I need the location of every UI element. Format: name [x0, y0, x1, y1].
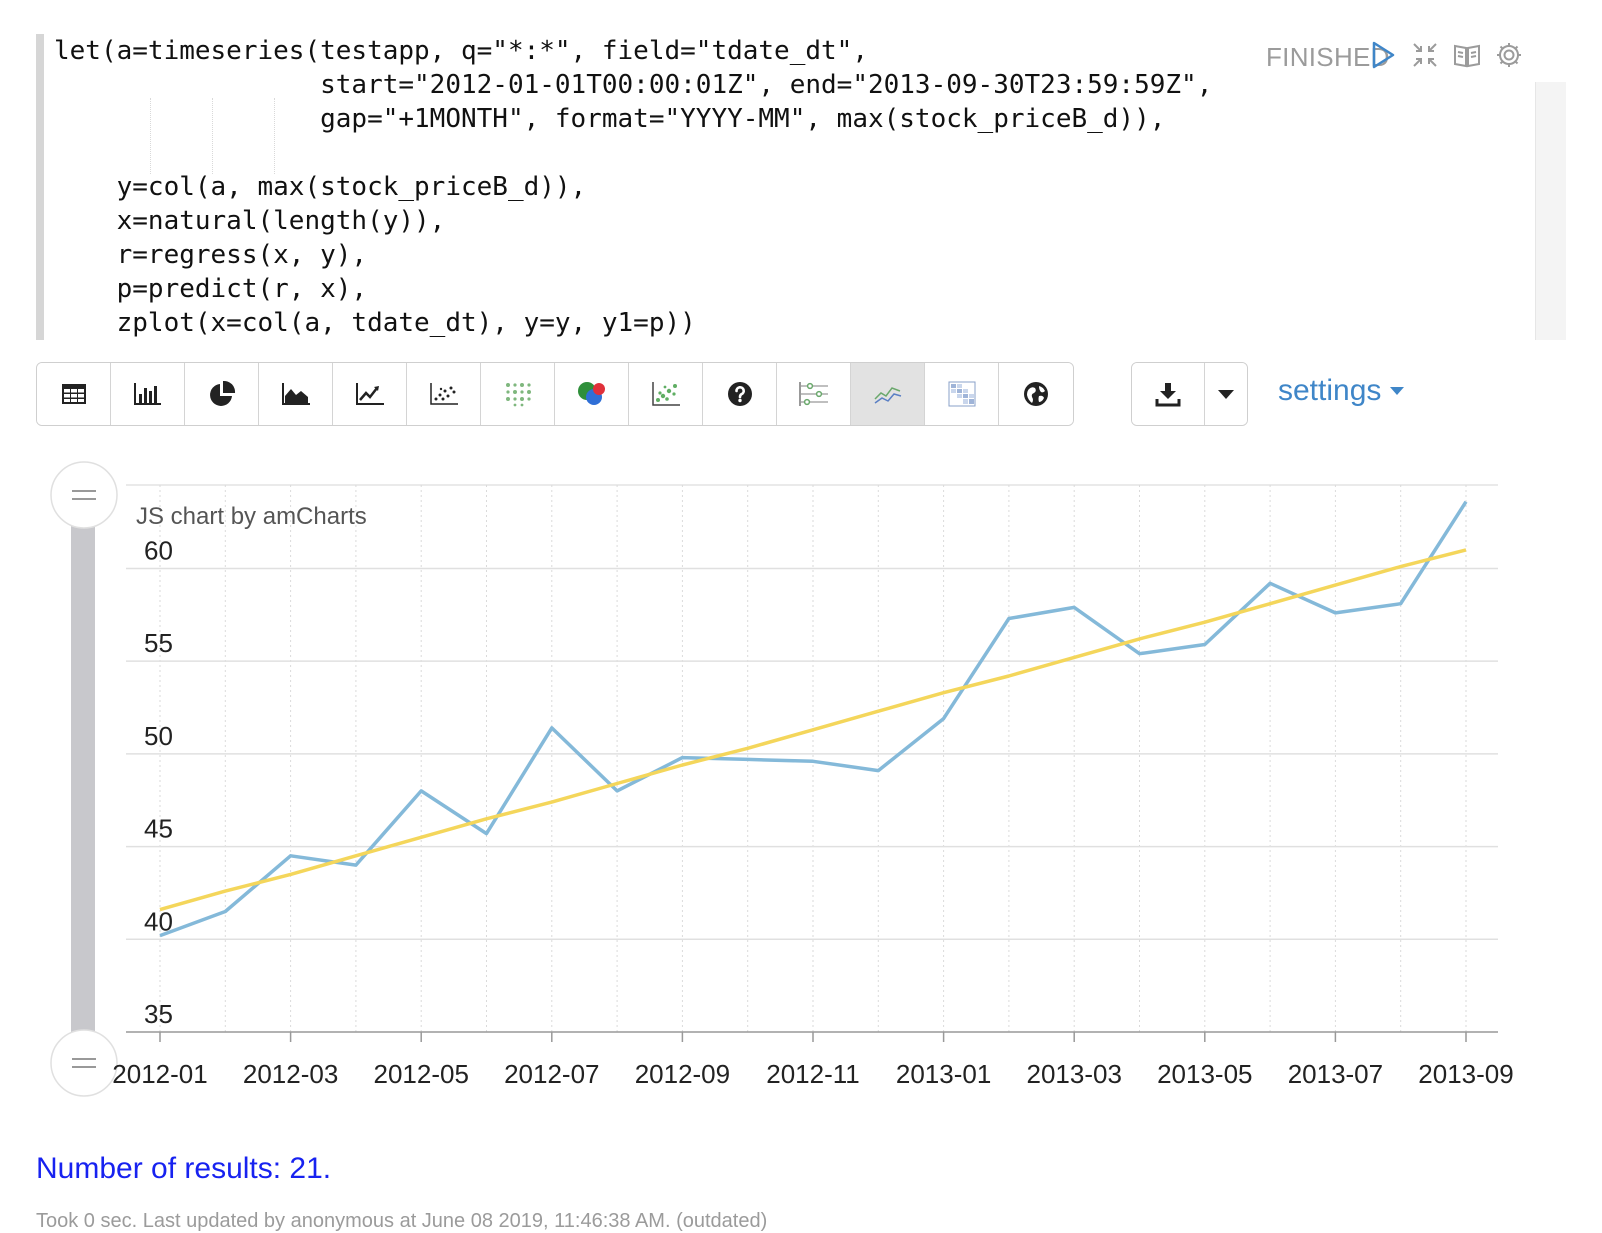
- line-chart-icon[interactable]: [333, 363, 407, 425]
- run-icon[interactable]: [1366, 38, 1400, 72]
- line-chart: JS chart by amCharts 35 40 45 50 55 60 2012-0…: [0, 440, 1602, 1120]
- download-group: [1131, 362, 1248, 426]
- chart-scrollbar-track[interactable]: [71, 495, 95, 1035]
- y-tick-label: 45: [144, 814, 173, 844]
- code-line: [54, 136, 1212, 170]
- download-icon[interactable]: [1132, 363, 1205, 425]
- status-footer: Took 0 sec. Last updated by anonymous at…: [36, 1210, 768, 1232]
- editor-scrollbar[interactable]: [1535, 82, 1566, 340]
- pie-chart-icon[interactable]: [185, 363, 259, 425]
- series-line-y1[interactable]: [159, 548, 1467, 912]
- code-text[interactable]: let(a=timeseries(testapp, q="*:*", field…: [54, 34, 1212, 340]
- caret-down-icon: [1390, 387, 1405, 395]
- code-line: start="2012-01-01T00:00:01Z", end="2013-…: [54, 70, 1213, 100]
- help-icon[interactable]: [703, 363, 777, 425]
- area-chart-icon[interactable]: [259, 363, 333, 425]
- x-tick-label: 2012-11: [766, 1059, 860, 1089]
- x-tick-label: 2012-07: [504, 1059, 599, 1089]
- x-tick-label: 2013-07: [1288, 1059, 1383, 1089]
- settings-dropdown[interactable]: settings: [1278, 374, 1405, 408]
- scrollbar-bottom-handle[interactable]: [50, 1029, 118, 1097]
- paragraph-status: FINISHED: [1266, 42, 1390, 72]
- dot-grid-icon[interactable]: [481, 363, 555, 425]
- table-icon[interactable]: [37, 363, 111, 425]
- y-tick-label: 35: [144, 999, 173, 1029]
- gear-icon[interactable]: [1492, 38, 1526, 72]
- book-icon[interactable]: [1450, 38, 1484, 72]
- scrollbar-top-handle[interactable]: [50, 461, 118, 529]
- settings-label: settings: [1278, 374, 1382, 407]
- x-tick-label: 2013-03: [1026, 1059, 1121, 1089]
- bar-chart-icon[interactable]: [111, 363, 185, 425]
- venn-icon[interactable]: [555, 363, 629, 425]
- globe-icon[interactable]: [999, 363, 1073, 425]
- sliders-icon[interactable]: [777, 363, 851, 425]
- x-tick-label: 2012-09: [635, 1059, 730, 1089]
- code-line: zplot(x=col(a, tdate_dt), y=y, y1=p)): [54, 308, 696, 338]
- code-editor[interactable]: let(a=timeseries(testapp, q="*:*", field…: [36, 34, 1566, 340]
- x-tick-label: 2013-01: [896, 1059, 991, 1089]
- code-line: y=col(a, max(stock_priceB_d)),: [54, 172, 587, 202]
- series-line-y[interactable]: [159, 500, 1468, 938]
- code-line: x=natural(length(y)),: [54, 206, 446, 236]
- x-tick-label: 2013-09: [1418, 1059, 1513, 1089]
- scatter-chart-icon[interactable]: [407, 363, 481, 425]
- editor-gutter: [36, 34, 44, 340]
- x-tick-label: 2012-01: [112, 1059, 207, 1089]
- code-line: gap="+1MONTH", format="YYYY-MM", max(sto…: [54, 104, 1166, 134]
- code-line: p=predict(r, x),: [54, 274, 368, 304]
- y-tick-label: 60: [144, 535, 173, 565]
- multi-line-icon[interactable]: [851, 363, 925, 425]
- visualization-toolbar: [36, 362, 1074, 426]
- collapse-icon[interactable]: [1408, 38, 1442, 72]
- y-tick-label: 55: [144, 628, 173, 658]
- x-tick-label: 2012-05: [373, 1059, 468, 1089]
- y-tick-label: 50: [144, 721, 173, 751]
- code-line: let(a=timeseries(testapp, q="*:*", field…: [54, 36, 868, 66]
- indent-guide: [212, 98, 213, 174]
- results-count: Number of results: 21.: [36, 1152, 332, 1185]
- indent-guide: [274, 98, 275, 174]
- code-line: r=regress(x, y),: [54, 240, 368, 270]
- indent-guide: [150, 98, 151, 174]
- bubble-scatter-icon[interactable]: [629, 363, 703, 425]
- caret-down-icon[interactable]: [1205, 363, 1247, 425]
- x-tick-label: 2012-03: [243, 1059, 338, 1089]
- chart-watermark[interactable]: JS chart by amCharts: [136, 503, 367, 530]
- x-tick-label: 2013-05: [1157, 1059, 1252, 1089]
- heatmap-icon[interactable]: [925, 363, 999, 425]
